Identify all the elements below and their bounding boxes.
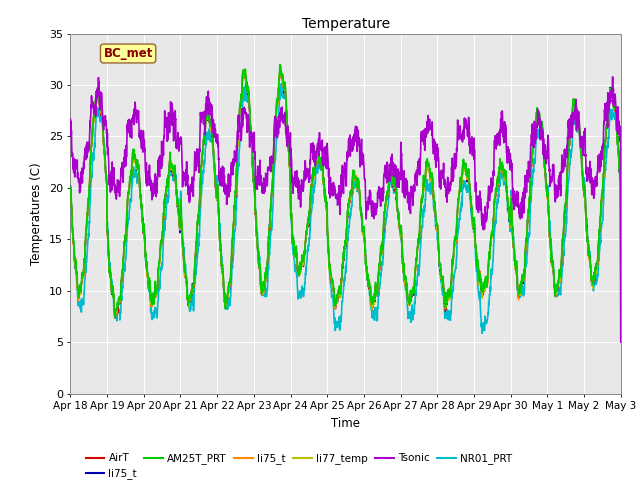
- Legend: AirT, li75_t, AM25T_PRT, li75_t, li77_temp, Tsonic, NR01_PRT: AirT, li75_t, AM25T_PRT, li75_t, li77_te…: [81, 449, 516, 480]
- Title: Temperature: Temperature: [301, 17, 390, 31]
- Y-axis label: Temperatures (C): Temperatures (C): [30, 162, 43, 265]
- X-axis label: Time: Time: [331, 417, 360, 430]
- Text: BC_met: BC_met: [104, 47, 153, 60]
